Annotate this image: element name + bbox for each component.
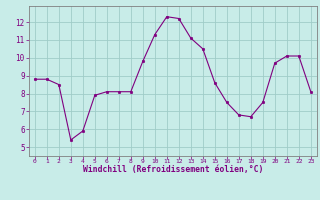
X-axis label: Windchill (Refroidissement éolien,°C): Windchill (Refroidissement éolien,°C) — [83, 165, 263, 174]
